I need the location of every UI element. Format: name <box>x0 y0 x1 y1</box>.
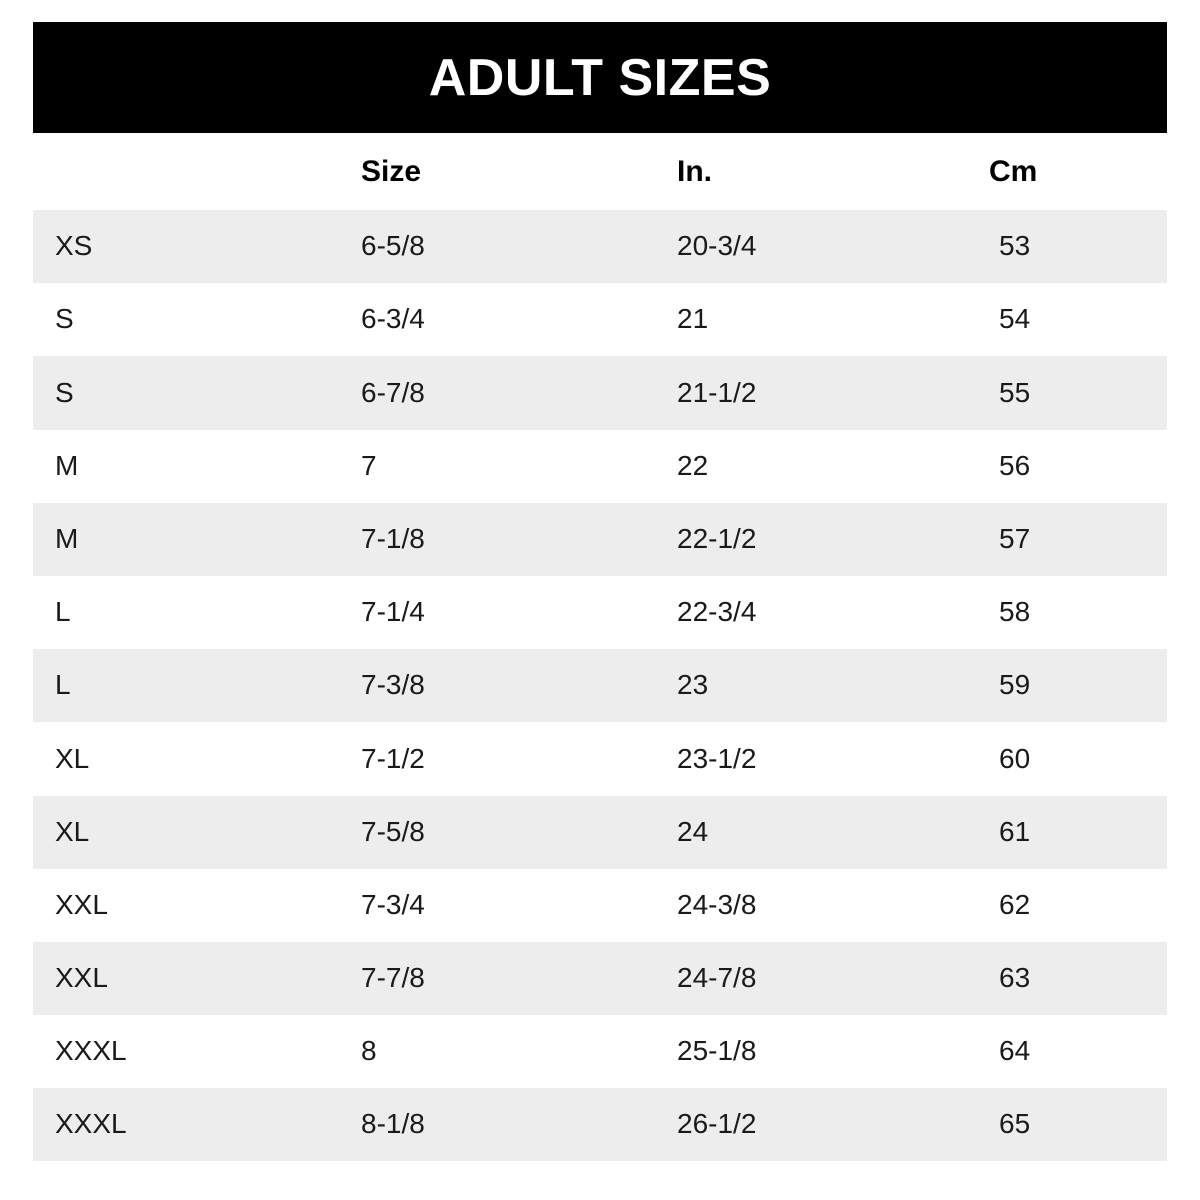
size-table: Size In. Cm XS 6-5/8 20-3/4 53 S 6-3/4 21 54 S 6-… <box>33 133 1167 1162</box>
table-row: S 6-3/4 21 54 <box>33 283 1167 357</box>
cell-inches: 22-3/4 <box>649 575 961 650</box>
cell-size-name: L <box>33 575 335 650</box>
table-row: L 7-3/8 23 59 <box>33 649 1167 723</box>
cell-size: 8 <box>335 1015 649 1089</box>
cell-size-name: XXXL <box>33 1015 335 1089</box>
cell-inches: 22-1/2 <box>649 502 961 576</box>
cell-inches: 22 <box>649 429 961 503</box>
cell-inches: 23 <box>649 649 961 723</box>
cell-cm: 62 <box>961 868 1167 942</box>
table-row: M 7-1/8 22-1/2 57 <box>33 502 1167 576</box>
cell-cm: 63 <box>961 941 1167 1016</box>
cell-size: 7-5/8 <box>335 795 649 869</box>
cell-size-name: L <box>33 649 335 723</box>
cell-size-name: XXXL <box>33 1088 335 1162</box>
table-row: S 6-7/8 21-1/2 55 <box>33 356 1167 430</box>
column-header-cm: Cm <box>961 133 1167 210</box>
cell-inches: 24 <box>649 795 961 869</box>
cell-size-name: XS <box>33 210 335 284</box>
cell-size: 8-1/8 <box>335 1088 649 1162</box>
table-row: L 7-1/4 22-3/4 58 <box>33 575 1167 650</box>
cell-size: 6-7/8 <box>335 356 649 430</box>
cell-cm: 55 <box>961 356 1167 430</box>
cell-cm: 59 <box>961 649 1167 723</box>
table-header: Size In. Cm <box>33 133 1167 210</box>
cell-size-name: M <box>33 429 335 503</box>
cell-inches: 23-1/2 <box>649 722 961 796</box>
table-header-row: Size In. Cm <box>33 133 1167 210</box>
cell-cm: 58 <box>961 575 1167 650</box>
table-row: XL 7-5/8 24 61 <box>33 795 1167 869</box>
table-row: XXL 7-7/8 24-7/8 63 <box>33 941 1167 1016</box>
table-row: XXXL 8 25-1/8 64 <box>33 1015 1167 1089</box>
table-body: XS 6-5/8 20-3/4 53 S 6-3/4 21 54 S 6-7/8 21-1/2 55 M… <box>33 210 1167 1162</box>
cell-inches: 25-1/8 <box>649 1015 961 1089</box>
cell-size: 7-3/8 <box>335 649 649 723</box>
column-header-size-name <box>33 133 335 210</box>
table-row: XXL 7-3/4 24-3/8 62 <box>33 868 1167 942</box>
cell-size-name: XXL <box>33 868 335 942</box>
column-header-size: Size <box>335 133 649 210</box>
chart-banner: ADULT SIZES <box>33 22 1167 133</box>
cell-size-name: M <box>33 502 335 576</box>
cell-size: 6-3/4 <box>335 283 649 357</box>
cell-size-name: XL <box>33 722 335 796</box>
column-header-inches: In. <box>649 133 961 210</box>
cell-size: 7-7/8 <box>335 941 649 1016</box>
cell-inches: 24-3/8 <box>649 868 961 942</box>
table-row: XXXL 8-1/8 26-1/2 65 <box>33 1088 1167 1162</box>
size-chart: ADULT SIZES Size In. Cm XS 6-5/8 20-3/4 53 S… <box>33 22 1167 1162</box>
cell-cm: 65 <box>961 1088 1167 1162</box>
cell-cm: 53 <box>961 210 1167 284</box>
cell-inches: 24-7/8 <box>649 941 961 1016</box>
chart-title: ADULT SIZES <box>428 48 772 107</box>
cell-size: 7-3/4 <box>335 868 649 942</box>
cell-size: 6-5/8 <box>335 210 649 284</box>
table-row: M 7 22 56 <box>33 429 1167 503</box>
cell-cm: 64 <box>961 1015 1167 1089</box>
cell-cm: 57 <box>961 502 1167 576</box>
cell-cm: 60 <box>961 722 1167 796</box>
cell-inches: 26-1/2 <box>649 1088 961 1162</box>
cell-size: 7-1/8 <box>335 502 649 576</box>
cell-cm: 61 <box>961 795 1167 869</box>
cell-inches: 21 <box>649 283 961 357</box>
cell-inches: 20-3/4 <box>649 210 961 284</box>
cell-inches: 21-1/2 <box>649 356 961 430</box>
cell-cm: 56 <box>961 429 1167 503</box>
table-row: XS 6-5/8 20-3/4 53 <box>33 210 1167 284</box>
cell-size-name: S <box>33 356 335 430</box>
cell-size: 7 <box>335 429 649 503</box>
cell-size: 7-1/2 <box>335 722 649 796</box>
cell-size-name: XXL <box>33 941 335 1016</box>
cell-size: 7-1/4 <box>335 575 649 650</box>
cell-size-name: S <box>33 283 335 357</box>
table-row: XL 7-1/2 23-1/2 60 <box>33 722 1167 796</box>
cell-cm: 54 <box>961 283 1167 357</box>
cell-size-name: XL <box>33 795 335 869</box>
